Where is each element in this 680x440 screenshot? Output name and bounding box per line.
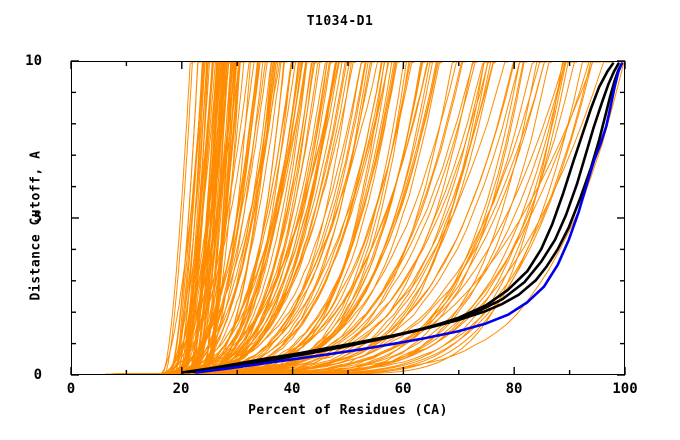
background-curve <box>193 62 225 374</box>
x-tick-100: 100 <box>612 381 638 397</box>
y-axis-label: Distance Cutoff, A <box>28 150 44 301</box>
x-axis-label: Percent of Residues (CA) <box>248 403 448 418</box>
background-curve <box>168 62 202 374</box>
x-tick-60: 60 <box>394 381 412 397</box>
highlight-curves-group <box>181 62 624 374</box>
x-tick-80: 80 <box>505 381 523 397</box>
page-title: T1034-D1 <box>306 14 374 29</box>
background-curve-outlier <box>241 62 578 374</box>
plot-canvas <box>105 62 624 374</box>
background-curve <box>164 62 196 374</box>
background-curve <box>210 62 243 374</box>
x-tick-0: 0 <box>66 381 76 397</box>
background-curve <box>185 62 217 374</box>
background-curve <box>196 62 228 374</box>
background-curve <box>178 62 210 374</box>
background-curve <box>208 62 241 374</box>
x-tick-20: 20 <box>172 381 190 397</box>
y-tick-0: 0 <box>33 367 42 383</box>
background-curve <box>197 62 229 374</box>
background-curve <box>162 62 194 374</box>
x-tick-40: 40 <box>283 381 301 397</box>
y-tick-5: 5 <box>33 210 42 226</box>
highlight-curve-black <box>192 62 615 374</box>
background-curve <box>184 62 216 374</box>
background-curve <box>181 62 213 374</box>
background-curve <box>159 62 209 374</box>
background-curve <box>193 62 226 374</box>
y-tick-10: 10 <box>25 53 42 69</box>
background-curve <box>143 62 333 374</box>
highlight-curve-blue <box>194 62 624 374</box>
highlight-curve-black <box>181 62 624 374</box>
background-curve <box>211 62 244 374</box>
background-curve-outlier <box>270 62 613 374</box>
background-curve <box>152 62 311 374</box>
background-curve <box>196 62 229 374</box>
background-curves-group <box>105 62 624 374</box>
background-curve <box>175 62 208 374</box>
background-curve <box>205 62 237 374</box>
background-curve <box>187 62 219 374</box>
plot-area <box>71 61 625 375</box>
background-curve <box>176 62 209 374</box>
background-curve <box>185 62 217 374</box>
